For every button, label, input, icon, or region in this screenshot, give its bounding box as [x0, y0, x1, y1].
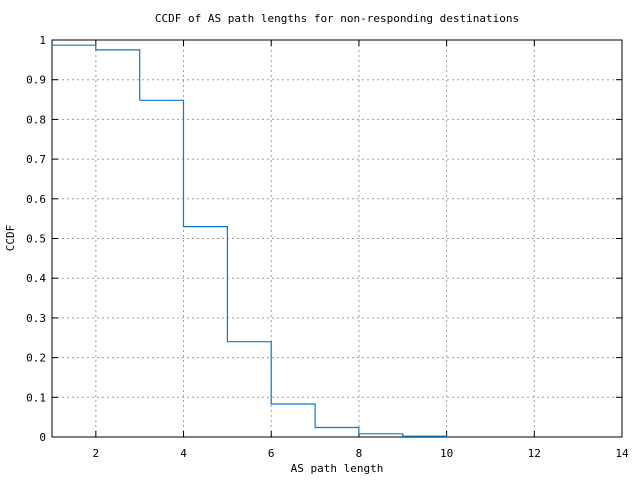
y-tick-label: 0.4 [26, 272, 46, 285]
y-axis-label: CCDF [4, 225, 17, 252]
y-tick-label: 0.1 [26, 391, 46, 404]
x-tick-label: 8 [356, 447, 363, 460]
plot-border [51, 39, 623, 438]
y-tick-label: 1 [39, 34, 46, 47]
x-tick-label: 12 [528, 447, 541, 460]
chart-title: CCDF of AS path lengths for non-respondi… [155, 12, 519, 25]
x-tick-label: 14 [615, 447, 629, 460]
y-tick-label: 0.3 [26, 312, 46, 325]
x-tick-label: 2 [93, 447, 100, 460]
x-tick-label: 4 [180, 447, 187, 460]
x-axis-label: AS path length [291, 462, 384, 475]
y-tick-label: 0.8 [26, 113, 46, 126]
y-tick-label: 0.5 [26, 233, 46, 246]
y-tick-label: 0 [39, 431, 46, 444]
y-tick-label: 0.9 [26, 74, 46, 87]
y-tick-label: 0.6 [26, 193, 46, 206]
tick-labels: 2 4 6 8 10 12 14 0 0.1 0.2 0.3 0.4 0.5 0.6 0.7 0.8 0.9 1 [26, 34, 629, 460]
gridlines [52, 40, 622, 437]
y-tick-label: 0.2 [26, 352, 46, 365]
y-tick-label: 0.7 [26, 153, 46, 166]
x-tick-label: 6 [268, 447, 275, 460]
x-tick-label: 10 [440, 447, 453, 460]
axis-ticks [52, 39, 623, 438]
ccdf-step-line [52, 44, 448, 437]
